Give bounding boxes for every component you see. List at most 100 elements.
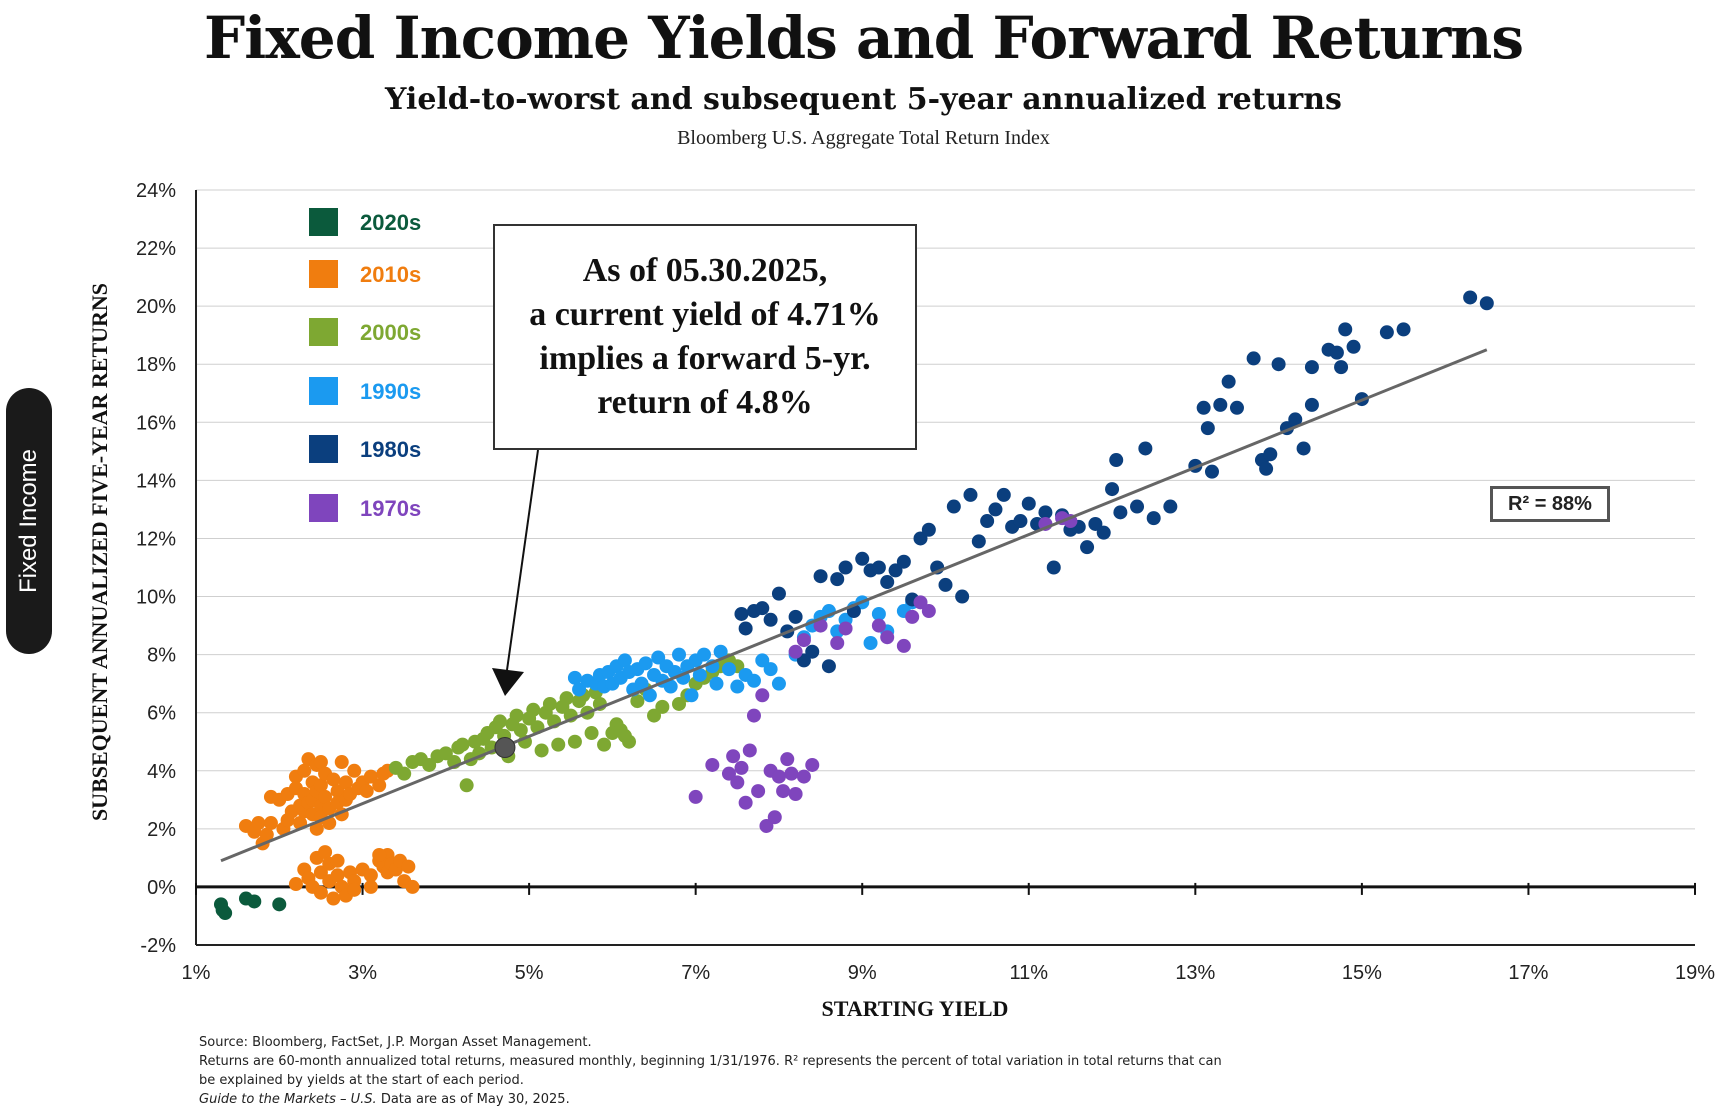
point-1970s (813, 618, 828, 633)
point-1980s (1213, 397, 1228, 412)
y-tick-label: 0% (147, 877, 176, 899)
point-1980s (971, 534, 986, 549)
x-tick-label: 9% (848, 962, 877, 984)
point-1990s (746, 673, 761, 688)
point-1990s (672, 647, 687, 662)
point-2010s (334, 755, 349, 770)
y-tick-label: 6% (147, 703, 176, 725)
point-1980s (1138, 441, 1153, 456)
point-2000s (513, 723, 528, 738)
point-1970s (788, 787, 803, 801)
point-1980s (1109, 453, 1124, 468)
point-2020s (247, 894, 262, 909)
x-axis-label: STARTING YIELD (821, 996, 1009, 1021)
y-tick-label: 8% (147, 645, 176, 667)
point-1970s (796, 769, 811, 784)
point-1980s (763, 612, 778, 627)
point-1980s (1021, 496, 1036, 511)
point-1980s (1096, 525, 1111, 540)
point-1970s (705, 757, 720, 772)
point-1990s (721, 662, 736, 677)
point-1980s (996, 487, 1011, 502)
point-1980s (1204, 464, 1219, 479)
y-tick-label: 14% (136, 470, 176, 492)
point-1980s (1296, 441, 1311, 456)
legend-label-1990s: 1990s (360, 379, 421, 404)
y-tick-label: 22% (136, 238, 176, 260)
point-1980s (946, 499, 961, 514)
point-1980s (896, 554, 911, 569)
x-tick-label: 19% (1675, 962, 1715, 984)
point-1980s (1329, 345, 1344, 360)
point-1980s (830, 572, 845, 587)
point-2010s (309, 821, 324, 836)
point-2000s (422, 757, 437, 772)
point-1980s (1196, 400, 1211, 415)
point-1990s (617, 653, 632, 668)
point-1990s (663, 679, 678, 694)
point-1980s (1463, 290, 1478, 305)
legend-label-1970s: 1970s (360, 496, 421, 521)
point-1980s (738, 621, 753, 636)
point-2010s (318, 845, 333, 860)
point-1980s (1346, 339, 1361, 354)
callout-arrow-line (506, 449, 539, 671)
point-1990s (863, 636, 878, 650)
r-squared-badge: R² = 88% (1490, 486, 1610, 522)
point-2000s (647, 708, 662, 723)
footnote-line-3: be explained by yields at the start of e… (199, 1073, 524, 1088)
point-2010s (263, 816, 278, 831)
point-1970s (755, 688, 770, 703)
point-1990s (684, 688, 699, 703)
point-1970s (688, 789, 703, 804)
point-1970s (738, 795, 753, 810)
point-2010s (330, 784, 345, 799)
point-1990s (651, 650, 666, 665)
point-1970s (726, 749, 741, 764)
y-tick-label: -2% (140, 935, 176, 957)
point-1970s (913, 595, 928, 610)
legend-swatch-1970s (309, 494, 338, 522)
point-2000s (597, 737, 612, 752)
point-2010s (251, 816, 266, 831)
point-1970s (759, 818, 774, 833)
x-tick-label: 11% (1010, 962, 1049, 984)
point-1970s (871, 618, 886, 633)
x-tick-label: 13% (1175, 962, 1215, 984)
point-2000s (630, 694, 645, 709)
point-2000s (526, 702, 541, 717)
point-2000s (492, 714, 507, 729)
y-tick-label: 12% (136, 528, 176, 550)
point-1970s (796, 633, 811, 648)
point-1970s (896, 638, 911, 653)
point-2020s (272, 897, 287, 912)
point-1980s (888, 563, 903, 578)
y-tick-label: 20% (136, 296, 176, 318)
point-1980s (1246, 351, 1261, 366)
callout-line-2: a current yield of 4.71% (529, 296, 881, 333)
point-1980s (1088, 516, 1103, 531)
point-1970s (746, 708, 761, 723)
point-1980s (796, 653, 811, 668)
point-2000s (672, 696, 687, 711)
point-1980s (1396, 322, 1411, 337)
point-2000s (567, 734, 582, 749)
point-1970s (788, 644, 803, 659)
point-2000s (542, 696, 557, 711)
fixed-income-tab[interactable]: Fixed Income (6, 388, 52, 654)
legend-swatch-1980s (309, 435, 338, 463)
point-1990s (638, 656, 653, 671)
point-1980s (838, 560, 853, 575)
point-2000s (559, 691, 574, 706)
point-2000s (534, 743, 549, 758)
point-1970s (730, 775, 745, 790)
point-2010s (347, 882, 362, 897)
point-1980s (1105, 482, 1120, 497)
legend-swatch-2020s (309, 208, 338, 236)
point-2010s (326, 891, 341, 906)
point-1980s (1046, 560, 1061, 575)
point-1980s (938, 577, 953, 592)
point-1980s (980, 514, 995, 529)
point-1990s (763, 662, 778, 677)
point-1970s (838, 621, 853, 636)
